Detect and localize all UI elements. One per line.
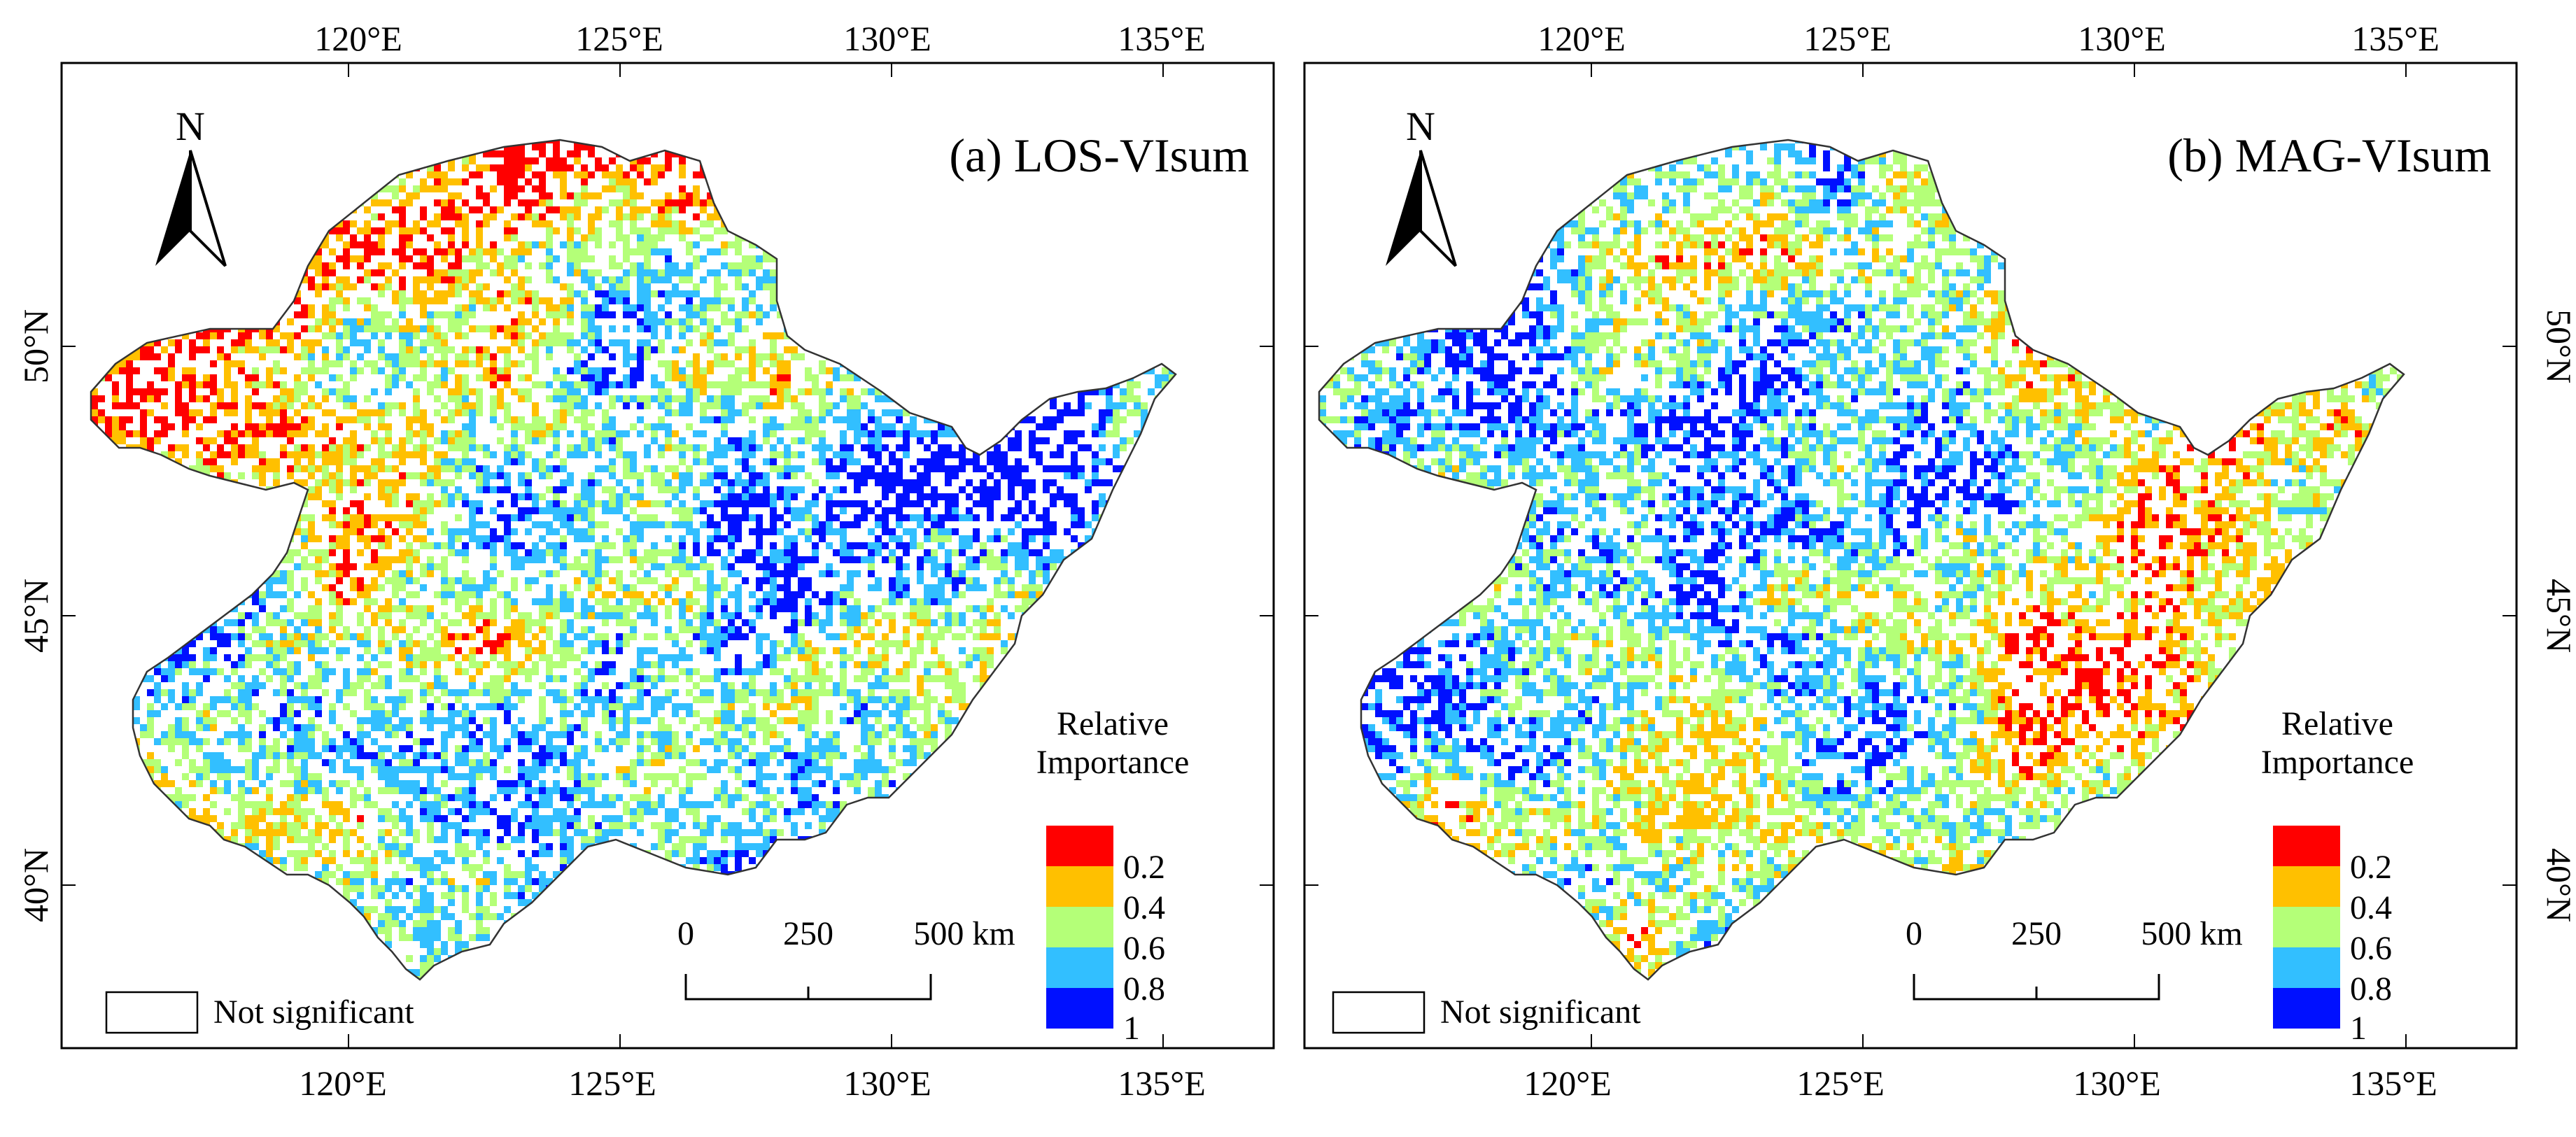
legend-swatch-3 bbox=[1046, 907, 1113, 947]
legend-title-line2: Importance bbox=[1036, 744, 1190, 781]
legend-swatch-2 bbox=[2273, 866, 2340, 907]
scale-label: 500 km bbox=[913, 915, 1015, 952]
legend-swatch-1 bbox=[2273, 826, 2340, 866]
map-svg-a: 120°E 125°E 130°E 135°E 120°E 125°E 130°… bbox=[16, 19, 1275, 1103]
legend: Relative Importance 0.2 0.4 0.6 0.8 1 bbox=[2261, 705, 2414, 1047]
panel-title: (a) LOS-VIsum bbox=[949, 129, 1249, 182]
scale-bar: 0 250 500 km bbox=[1906, 915, 2243, 1001]
lat-label-right: 40°N bbox=[2540, 848, 2575, 922]
legend-label: 0.8 bbox=[2350, 970, 2392, 1008]
legend-title-line2: Importance bbox=[2261, 744, 2414, 781]
lon-label-bottom: 125°E bbox=[568, 1064, 656, 1103]
map-panel-b: 120°E 125°E 130°E 135°E 120°E 125°E 130°… bbox=[1288, 0, 2575, 1137]
legend-label: 0.6 bbox=[2350, 930, 2392, 967]
lon-label-top: 130°E bbox=[843, 19, 931, 58]
legend-swatch-1 bbox=[1046, 826, 1113, 866]
legend-swatch-4 bbox=[1046, 947, 1113, 988]
north-arrow-icon: N bbox=[1386, 104, 1457, 267]
scale-label: 250 bbox=[783, 915, 833, 952]
lon-label-top: 125°E bbox=[1803, 19, 1892, 58]
lon-label-bottom: 135°E bbox=[2349, 1064, 2437, 1103]
scale-label: 0 bbox=[1906, 915, 1922, 952]
legend-label: 1 bbox=[2350, 1010, 2367, 1047]
lon-label-bottom: 135°E bbox=[1118, 1064, 1206, 1103]
lon-label-bottom: 120°E bbox=[299, 1064, 387, 1103]
region-outline bbox=[1318, 139, 2405, 981]
lon-label-bottom: 120°E bbox=[1523, 1064, 1612, 1103]
lon-label-top: 135°E bbox=[2351, 19, 2440, 58]
not-significant-label: Not significant bbox=[1440, 994, 1641, 1031]
legend-label: 0.2 bbox=[2350, 849, 2392, 886]
legend-title-line1: Relative bbox=[1057, 705, 1169, 742]
legend-swatch-3 bbox=[2273, 907, 2340, 947]
not-significant-legend: Not significant bbox=[1332, 991, 1641, 1034]
legend-label: 0.8 bbox=[1123, 970, 1165, 1008]
not-significant-label: Not significant bbox=[213, 994, 414, 1031]
legend-title-line1: Relative bbox=[2281, 705, 2393, 742]
region-outline bbox=[90, 139, 1177, 981]
not-significant-legend: Not significant bbox=[105, 991, 414, 1034]
lat-label-right: 45°N bbox=[2540, 579, 2575, 653]
legend-swatch-5 bbox=[1046, 988, 1113, 1029]
map-svg-b: 120°E 125°E 130°E 135°E 120°E 125°E 130°… bbox=[1303, 19, 2575, 1103]
lon-label-top: 125°E bbox=[575, 19, 663, 58]
tick-marks bbox=[62, 63, 1274, 1048]
lon-label-bottom: 130°E bbox=[843, 1064, 931, 1103]
legend-label: 0.2 bbox=[1123, 849, 1165, 886]
lon-label-top: 135°E bbox=[1118, 19, 1206, 58]
legend-swatch-2 bbox=[1046, 866, 1113, 907]
lat-label-left: 45°N bbox=[16, 579, 55, 653]
legend-swatch-4 bbox=[2273, 947, 2340, 988]
tick-marks bbox=[1304, 63, 2517, 1048]
scale-label: 250 bbox=[2011, 915, 2062, 952]
lat-label-left: 40°N bbox=[16, 848, 55, 922]
lat-label-right: 50°N bbox=[2540, 309, 2575, 383]
lon-label-bottom: 130°E bbox=[2073, 1064, 2161, 1103]
lon-label-top: 120°E bbox=[314, 19, 402, 58]
legend-label: 0.6 bbox=[1123, 930, 1165, 967]
scale-label: 0 bbox=[677, 915, 694, 952]
lon-label-bottom: 125°E bbox=[1796, 1064, 1885, 1103]
legend-swatch-5 bbox=[2273, 988, 2340, 1029]
legend-label: 0.4 bbox=[2350, 889, 2392, 926]
map-panel-a: 120°E 125°E 130°E 135°E 120°E 125°E 130°… bbox=[16, 19, 1275, 1103]
north-arrow-icon: N bbox=[155, 104, 227, 267]
lon-label-top: 130°E bbox=[2078, 19, 2166, 58]
panel-title: (b) MAG-VIsum bbox=[2167, 129, 2491, 182]
legend-label: 1 bbox=[1123, 1010, 1140, 1047]
legend-label: 0.4 bbox=[1123, 889, 1165, 926]
lon-label-top: 120°E bbox=[1537, 19, 1626, 58]
lat-label-left: 50°N bbox=[16, 309, 55, 383]
scale-bar: 0 250 500 km bbox=[677, 915, 1015, 1001]
scale-label: 500 km bbox=[2141, 915, 2242, 952]
legend: Relative Importance 0.2 0.4 0.6 0.8 1 bbox=[1036, 705, 1190, 1047]
